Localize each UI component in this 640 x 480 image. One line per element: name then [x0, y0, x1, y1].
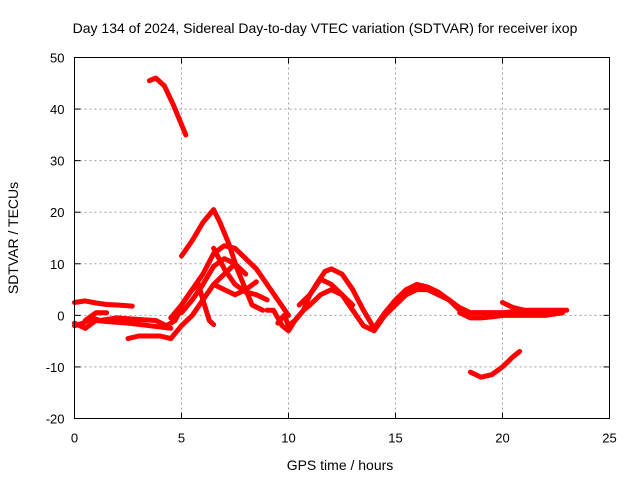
y-tick-label: 0 [57, 308, 64, 323]
grid-lines [74, 57, 610, 419]
plot-frame [74, 57, 610, 419]
axis-ticks: 0 5 10 15 20 25 -20 -10 0 10 20 30 40 50 [46, 51, 617, 446]
series-track-h [179, 243, 291, 318]
y-axis-label: SDTVAR / TECUs [5, 182, 21, 294]
data-series [72, 75, 570, 380]
series-track-r [467, 349, 523, 380]
x-axis-label: GPS time / hours [287, 457, 394, 473]
y-tick-label: -20 [46, 412, 65, 427]
series-track-p [457, 310, 565, 321]
y-tick-label: 30 [50, 154, 64, 169]
x-tick-label: 25 [602, 431, 616, 446]
series-track-j [211, 245, 270, 303]
x-tick-label: 15 [388, 431, 402, 446]
y-tick-label: 50 [50, 51, 64, 66]
x-tick-label: 20 [495, 431, 509, 446]
series-track-g [179, 207, 266, 313]
x-tick-label: 10 [281, 431, 295, 446]
series-track-e [125, 261, 238, 342]
series-track-f [146, 75, 189, 138]
series-track-n [275, 266, 570, 331]
y-tick-label: 40 [50, 102, 64, 117]
series-track-d [82, 310, 110, 323]
series-track-i [179, 256, 249, 316]
chart-title: Day 134 of 2024, Sidereal Day-to-day VTE… [73, 20, 578, 36]
x-tick-label: 5 [178, 431, 185, 446]
y-tick-label: -10 [46, 360, 65, 375]
y-tick-label: 20 [50, 205, 64, 220]
series-track-a [72, 298, 135, 309]
series-track-o [296, 276, 356, 308]
series-track-l [211, 279, 259, 298]
series-track-c [72, 318, 174, 331]
series-track-k [168, 281, 217, 328]
series-track-q [500, 300, 548, 316]
y-tick-label: 10 [50, 257, 64, 272]
x-tick-label: 0 [71, 431, 78, 446]
